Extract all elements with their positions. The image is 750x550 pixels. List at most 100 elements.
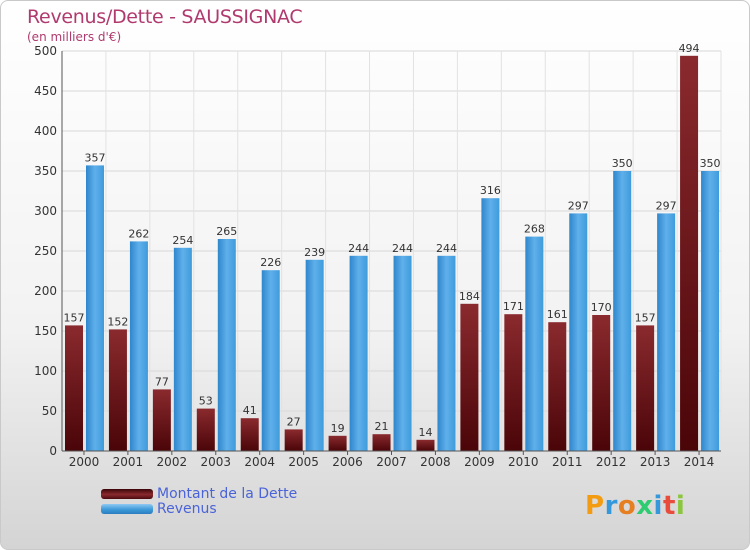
value-label-debt-2014: 494 [679, 42, 700, 55]
y-tick-label: 0 [49, 444, 57, 458]
bar-revenue-2005 [305, 259, 324, 451]
bar-revenue-2008 [437, 255, 456, 451]
value-label-revenue-2010: 268 [524, 223, 545, 236]
legend-label-debt: Montant de la Dette [157, 486, 298, 502]
x-tick-label-2008: 2008 [420, 455, 451, 469]
value-label-debt-2000: 157 [64, 311, 85, 324]
bar-revenue-2014 [701, 171, 720, 451]
legend-swatch-debt [101, 489, 153, 499]
chart-subtitle: (en milliers d'€) [27, 30, 122, 44]
x-tick-label-2009: 2009 [464, 455, 495, 469]
bar-revenue-2007 [393, 255, 412, 451]
bar-revenue-2009 [481, 198, 500, 451]
value-label-revenue-2004: 226 [260, 256, 281, 269]
x-tick-label-2014: 2014 [684, 455, 715, 469]
x-tick-label-2000: 2000 [69, 455, 100, 469]
x-tick-label-2006: 2006 [332, 455, 363, 469]
bar-debt-2014 [680, 55, 699, 452]
bar-debt-2012 [592, 315, 611, 451]
value-label-revenue-2008: 244 [436, 242, 457, 255]
value-label-debt-2007: 21 [375, 420, 389, 433]
value-label-revenue-2011: 297 [568, 199, 589, 212]
x-tick-label-2004: 2004 [244, 455, 275, 469]
value-label-debt-2003: 53 [199, 395, 213, 408]
bar-debt-2010 [504, 314, 523, 451]
bar-debt-2013 [636, 325, 655, 451]
bar-revenue-2012 [613, 171, 632, 451]
value-label-debt-2004: 41 [243, 404, 257, 417]
x-tick-label-2010: 2010 [508, 455, 539, 469]
x-tick-label-2002: 2002 [157, 455, 188, 469]
bar-revenue-2006 [349, 255, 368, 451]
value-label-revenue-2005: 239 [304, 246, 325, 259]
bar-debt-2006 [328, 435, 347, 451]
x-tick-label-2012: 2012 [596, 455, 627, 469]
x-tick-label-2013: 2013 [640, 455, 671, 469]
y-tick-label: 450 [34, 84, 57, 98]
y-tick-label: 400 [34, 124, 57, 138]
value-label-debt-2012: 170 [591, 301, 612, 314]
bar-revenue-2000 [86, 165, 104, 451]
bar-debt-2002 [152, 389, 171, 451]
x-tick-label-2005: 2005 [288, 455, 319, 469]
bar-debt-2007 [372, 434, 391, 451]
bar-revenue-2011 [569, 213, 588, 451]
legend-swatch-revenue [101, 504, 153, 514]
logo-letter: P [585, 491, 605, 521]
logo-letter: t [662, 491, 676, 521]
x-tick-label-2003: 2003 [200, 455, 231, 469]
value-label-debt-2005: 27 [287, 415, 301, 428]
y-tick-label: 350 [34, 164, 57, 178]
value-label-revenue-2009: 316 [480, 184, 501, 197]
logo-letter: i [675, 491, 686, 521]
value-label-revenue-2003: 265 [216, 225, 237, 238]
x-tick-label-2001: 2001 [113, 455, 144, 469]
value-label-debt-2006: 19 [331, 422, 345, 435]
value-label-revenue-2000: 357 [85, 151, 106, 164]
y-tick-label: 250 [34, 244, 57, 258]
logo-letter: o [617, 491, 637, 521]
bar-debt-2009 [460, 303, 479, 451]
logo-letter: i [653, 491, 663, 521]
value-label-debt-2008: 14 [418, 426, 432, 439]
bar-revenue-2013 [657, 213, 676, 451]
bar-revenue-2010 [525, 236, 544, 451]
value-label-revenue-2014: 350 [700, 157, 721, 170]
value-label-revenue-2006: 244 [348, 242, 369, 255]
value-label-debt-2011: 161 [547, 308, 568, 321]
y-tick-label: 50 [42, 404, 57, 418]
value-label-revenue-2001: 262 [128, 227, 149, 240]
value-label-revenue-2007: 244 [392, 242, 413, 255]
logo-letter: r [604, 491, 618, 521]
y-tick-label: 150 [34, 324, 57, 338]
bar-debt-2001 [108, 329, 127, 451]
bar-debt-2005 [284, 429, 303, 451]
y-tick-label: 500 [34, 44, 57, 58]
legend-label-revenue: Revenus [157, 501, 217, 517]
value-label-revenue-2012: 350 [612, 157, 633, 170]
bar-revenue-2001 [129, 241, 148, 451]
value-label-revenue-2013: 297 [656, 199, 677, 212]
proxiti-logo: Proxiti [585, 491, 685, 521]
x-tick-label-2011: 2011 [552, 455, 583, 469]
value-label-revenue-2002: 254 [172, 234, 193, 247]
value-label-debt-2002: 77 [155, 375, 169, 388]
bar-revenue-2002 [173, 247, 192, 451]
chart-title: Revenus/Dette - SAUSSIGNAC [27, 6, 303, 28]
logo-letter: x [636, 491, 654, 521]
value-label-debt-2010: 171 [503, 300, 524, 313]
value-label-debt-2013: 157 [635, 311, 656, 324]
bar-debt-2011 [548, 322, 567, 451]
y-tick-label: 300 [34, 204, 57, 218]
bar-debt-2004 [240, 418, 259, 451]
x-tick-label-2007: 2007 [376, 455, 407, 469]
value-label-debt-2001: 152 [107, 315, 128, 328]
y-tick-label: 100 [34, 364, 57, 378]
bar-debt-2000 [65, 325, 83, 451]
y-tick-label: 200 [34, 284, 57, 298]
bar-debt-2008 [416, 439, 435, 451]
bar-debt-2003 [196, 408, 215, 451]
value-label-debt-2009: 184 [459, 290, 480, 303]
